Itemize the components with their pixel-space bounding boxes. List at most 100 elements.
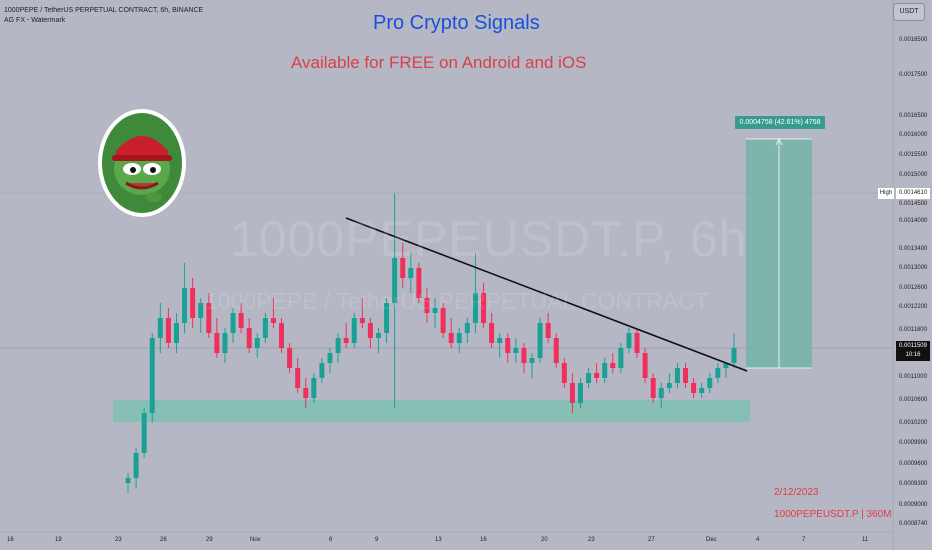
candle-body bbox=[497, 338, 503, 343]
y-tick: 0.0015500 bbox=[899, 152, 928, 158]
x-tick: 29 bbox=[206, 537, 213, 543]
candle-body bbox=[618, 348, 624, 368]
candle-body bbox=[222, 333, 228, 353]
countdown: 10:16 bbox=[905, 352, 921, 358]
y-tick: 0.0017500 bbox=[899, 72, 928, 78]
candle-body bbox=[586, 373, 592, 383]
y-tick: 0.0016000 bbox=[899, 132, 928, 138]
candle-body bbox=[658, 388, 664, 398]
x-tick: 16 bbox=[7, 537, 14, 543]
candle-body bbox=[141, 413, 147, 453]
x-tick: Nov bbox=[250, 537, 261, 543]
chart-symbol-header: 1000PEPE / TetherUS PERPETUAL CONTRACT, … bbox=[4, 7, 204, 14]
support-zone bbox=[113, 400, 750, 422]
candle-body bbox=[723, 363, 729, 368]
x-tick: 6 bbox=[329, 537, 333, 543]
candle-body bbox=[577, 383, 583, 403]
candle-body bbox=[254, 338, 260, 348]
candle-body bbox=[279, 323, 285, 348]
y-tick: 0.0013400 bbox=[899, 246, 928, 252]
candle-body bbox=[561, 363, 567, 383]
candle-body bbox=[133, 453, 139, 478]
y-tick: 0.0009600 bbox=[899, 461, 928, 467]
candle-body bbox=[440, 308, 446, 333]
candle-body bbox=[610, 363, 616, 368]
y-tick: 0.0011800 bbox=[899, 327, 927, 333]
currency-button[interactable]: USDT bbox=[893, 3, 925, 21]
promo-title: Pro Crypto Signals bbox=[373, 12, 540, 34]
candle-body bbox=[359, 318, 365, 323]
x-tick: 11 bbox=[862, 537, 869, 543]
candle-body bbox=[149, 338, 155, 413]
candle-body bbox=[569, 383, 575, 403]
watermark-sub: 1000PEPE / TetherUS PERPETUAL CONTRACT bbox=[205, 288, 709, 314]
trendline bbox=[345, 217, 748, 372]
candle-body bbox=[545, 323, 551, 338]
current-price: 0.0011509 bbox=[899, 343, 927, 349]
candle-body bbox=[448, 333, 454, 343]
y-tick: 0.0009000 bbox=[899, 502, 928, 508]
y-tick: 0.0015000 bbox=[899, 172, 928, 178]
candle-body bbox=[262, 318, 268, 338]
candle-body bbox=[238, 313, 244, 328]
candle-body bbox=[505, 338, 511, 353]
y-tick: 0.0010600 bbox=[899, 397, 928, 403]
candle-body bbox=[715, 368, 721, 378]
candle-body bbox=[270, 318, 276, 323]
candle-body bbox=[634, 333, 640, 353]
candle-body bbox=[642, 353, 648, 378]
candles-group bbox=[125, 193, 737, 493]
watermark-main: 1000PEPEUSDT.P, 6h bbox=[230, 211, 748, 267]
x-tick: Dec bbox=[706, 537, 717, 543]
candle-body bbox=[367, 323, 373, 338]
candle-body bbox=[392, 258, 398, 303]
candle-body bbox=[456, 333, 462, 343]
x-tick: 27 bbox=[648, 537, 655, 543]
candle-body bbox=[731, 348, 737, 363]
candle-body bbox=[666, 383, 672, 388]
y-tick: 0.0010200 bbox=[899, 420, 928, 426]
candle-body bbox=[157, 318, 163, 338]
x-tick: 26 bbox=[160, 537, 167, 543]
x-tick: 13 bbox=[435, 537, 442, 543]
candle-body bbox=[707, 378, 713, 388]
candle-body bbox=[424, 298, 430, 313]
x-tick: 19 bbox=[55, 537, 62, 543]
candle-body bbox=[691, 383, 697, 393]
y-tick: 0.0009900 bbox=[899, 440, 928, 446]
candle-body bbox=[432, 308, 438, 313]
high-label: High bbox=[878, 188, 894, 199]
y-tick: 0.0012200 bbox=[899, 304, 928, 310]
high-value: 0.0014610 bbox=[896, 188, 930, 199]
candle-body bbox=[198, 303, 204, 318]
x-tick: 4 bbox=[756, 537, 760, 543]
candle-body bbox=[521, 348, 527, 363]
y-tick: 0.0011000 bbox=[899, 374, 927, 380]
candle-body bbox=[351, 318, 357, 343]
x-tick: 9 bbox=[375, 537, 379, 543]
candle-body bbox=[287, 348, 293, 368]
candle-body bbox=[537, 323, 543, 358]
candle-body bbox=[408, 268, 414, 278]
candle-body bbox=[553, 338, 559, 363]
y-tick: 0.0018500 bbox=[899, 37, 928, 43]
candle-body bbox=[529, 358, 535, 363]
x-tick: 20 bbox=[541, 537, 548, 543]
candle-body bbox=[214, 333, 220, 353]
current-price-box: 0.0011509 10:16 bbox=[896, 341, 930, 361]
x-tick: 7 bbox=[802, 537, 806, 543]
y-tick: 0.0009300 bbox=[899, 481, 928, 487]
y-tick: 0.0012600 bbox=[899, 285, 928, 291]
candle-body bbox=[173, 323, 179, 343]
y-tick: 0.0014000 bbox=[899, 218, 928, 224]
candle-body bbox=[165, 318, 171, 343]
footer-date: 2/12/2023 bbox=[774, 487, 819, 498]
candle-body bbox=[311, 378, 317, 398]
candle-body bbox=[626, 333, 632, 348]
y-tick: 0.0008740 bbox=[899, 521, 928, 527]
candle-body bbox=[335, 338, 341, 353]
candle-body bbox=[190, 288, 196, 318]
candle-body bbox=[650, 378, 656, 398]
indicator-label: AG FX - Watermark bbox=[4, 17, 66, 24]
